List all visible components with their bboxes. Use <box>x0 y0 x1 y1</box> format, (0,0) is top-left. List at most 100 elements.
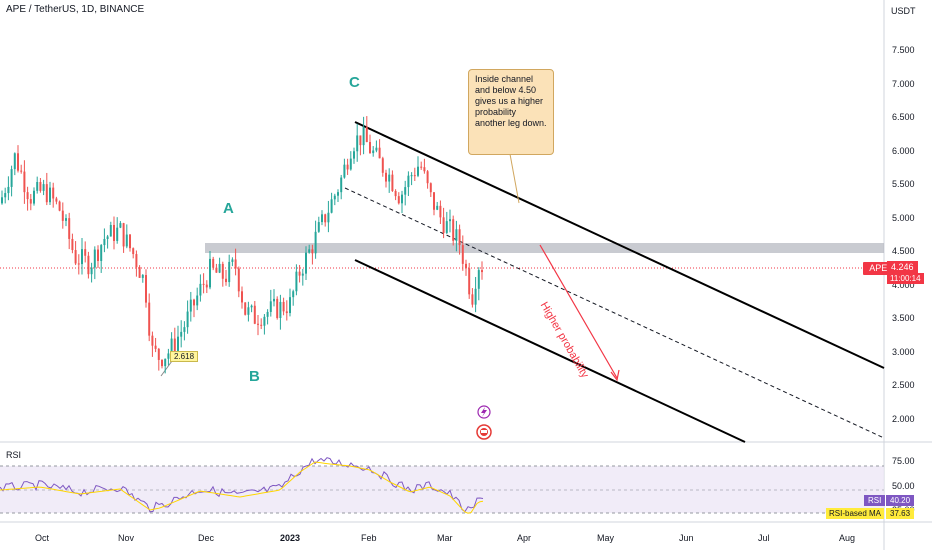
candle-body <box>471 294 474 305</box>
candle-body <box>324 214 327 223</box>
candle-body <box>337 192 339 196</box>
lightning-icon[interactable] <box>477 405 491 419</box>
candle-body <box>244 302 247 315</box>
candle-body <box>388 174 391 182</box>
rsi-value: 40.20 <box>886 495 915 506</box>
price-tick: 3.500 <box>892 313 915 323</box>
candle-body <box>173 338 176 352</box>
candle-body <box>45 184 48 203</box>
candle-body <box>394 190 397 197</box>
candle-body <box>458 229 461 246</box>
time-tick: 2023 <box>280 533 301 543</box>
candle-body <box>375 147 378 151</box>
candle-body <box>26 192 29 200</box>
candle-body <box>58 201 61 211</box>
candle-body <box>260 324 263 326</box>
candle-body <box>305 252 307 274</box>
candle-body <box>372 150 375 154</box>
candle-body <box>346 164 349 170</box>
candle-body <box>84 249 87 256</box>
candle-body <box>119 223 122 228</box>
candle-body <box>193 299 195 306</box>
candle-body <box>423 167 426 172</box>
candle-body <box>282 301 285 312</box>
candle-body <box>353 151 355 159</box>
candle-body <box>42 184 45 191</box>
channel-lower-line <box>354 259 746 443</box>
candle-body <box>164 358 167 367</box>
candle-body <box>455 229 458 241</box>
price-tick: 2.500 <box>892 380 915 390</box>
candle-body <box>461 245 464 264</box>
candle-body <box>465 263 467 269</box>
time-tick: May <box>597 533 615 543</box>
candle-body <box>17 153 19 171</box>
candle-body <box>410 175 413 177</box>
candle-body <box>445 221 448 233</box>
candle-body <box>212 258 215 268</box>
candle-body <box>420 166 423 168</box>
bar-countdown: 11:00:14 <box>887 273 924 284</box>
candle-body <box>215 267 218 273</box>
rsi-pane-label[interactable]: RSI <box>6 450 22 460</box>
price-tick: 5.500 <box>892 179 915 189</box>
candle-body <box>429 183 432 193</box>
candle-body <box>381 158 384 173</box>
wave-b-label: B <box>249 368 260 385</box>
candle-body <box>474 288 477 305</box>
candle-body <box>205 284 208 288</box>
candle-body <box>225 278 227 283</box>
candle-body <box>426 171 429 184</box>
channel-upper-line <box>354 121 885 369</box>
candle-body <box>442 217 445 233</box>
candle-body <box>183 327 186 332</box>
candle-body <box>154 345 157 349</box>
candle-body <box>209 258 211 288</box>
time-tick: Nov <box>118 533 135 543</box>
candle-body <box>106 236 109 239</box>
candle-body <box>87 255 90 275</box>
candle-body <box>4 193 7 198</box>
price-tick: 7.000 <box>892 78 915 89</box>
time-tick: Oct <box>35 533 50 543</box>
candle-body <box>253 305 256 324</box>
chart-title[interactable]: APE / TetherUS, 1D, BINANCE <box>6 4 145 15</box>
candle-body <box>77 263 80 265</box>
candle-body <box>468 268 471 295</box>
candle-body <box>36 181 39 191</box>
candle-body <box>100 245 103 261</box>
price-tick: 6.500 <box>892 112 915 122</box>
candle-body <box>276 298 279 318</box>
candle-body <box>349 158 352 170</box>
candle-body <box>292 291 295 298</box>
candle-body <box>433 192 435 210</box>
candle-body <box>132 248 135 255</box>
candle-body <box>449 219 451 222</box>
candle-body <box>279 301 282 318</box>
time-tick: Apr <box>517 533 532 543</box>
price-tick: 4.000 <box>892 279 915 290</box>
candle-body <box>33 190 35 204</box>
candle-body <box>141 275 144 278</box>
callout-note[interactable]: Inside channel and below 4.50 gives us a… <box>468 69 554 155</box>
candle-body <box>49 187 51 203</box>
price-tick: 7.500 <box>892 45 915 55</box>
candle-body <box>340 177 343 193</box>
candle-body <box>311 249 314 254</box>
price-tick: 5.000 <box>892 212 915 223</box>
time-tick: Aug <box>839 533 856 543</box>
rsi-tick: 50.00 <box>892 481 915 491</box>
candle-body <box>1 197 3 204</box>
candle-body <box>289 297 291 314</box>
candle-body <box>186 311 189 328</box>
candle-body <box>391 174 394 191</box>
candle-body <box>237 268 240 292</box>
candle-body <box>295 271 298 292</box>
candle-body <box>378 147 381 159</box>
flag-icon[interactable] <box>476 424 492 440</box>
candle-body <box>369 142 371 154</box>
rsi-tick: 75.00 <box>892 456 915 466</box>
candle-body <box>417 166 419 176</box>
candle-body <box>321 214 323 223</box>
